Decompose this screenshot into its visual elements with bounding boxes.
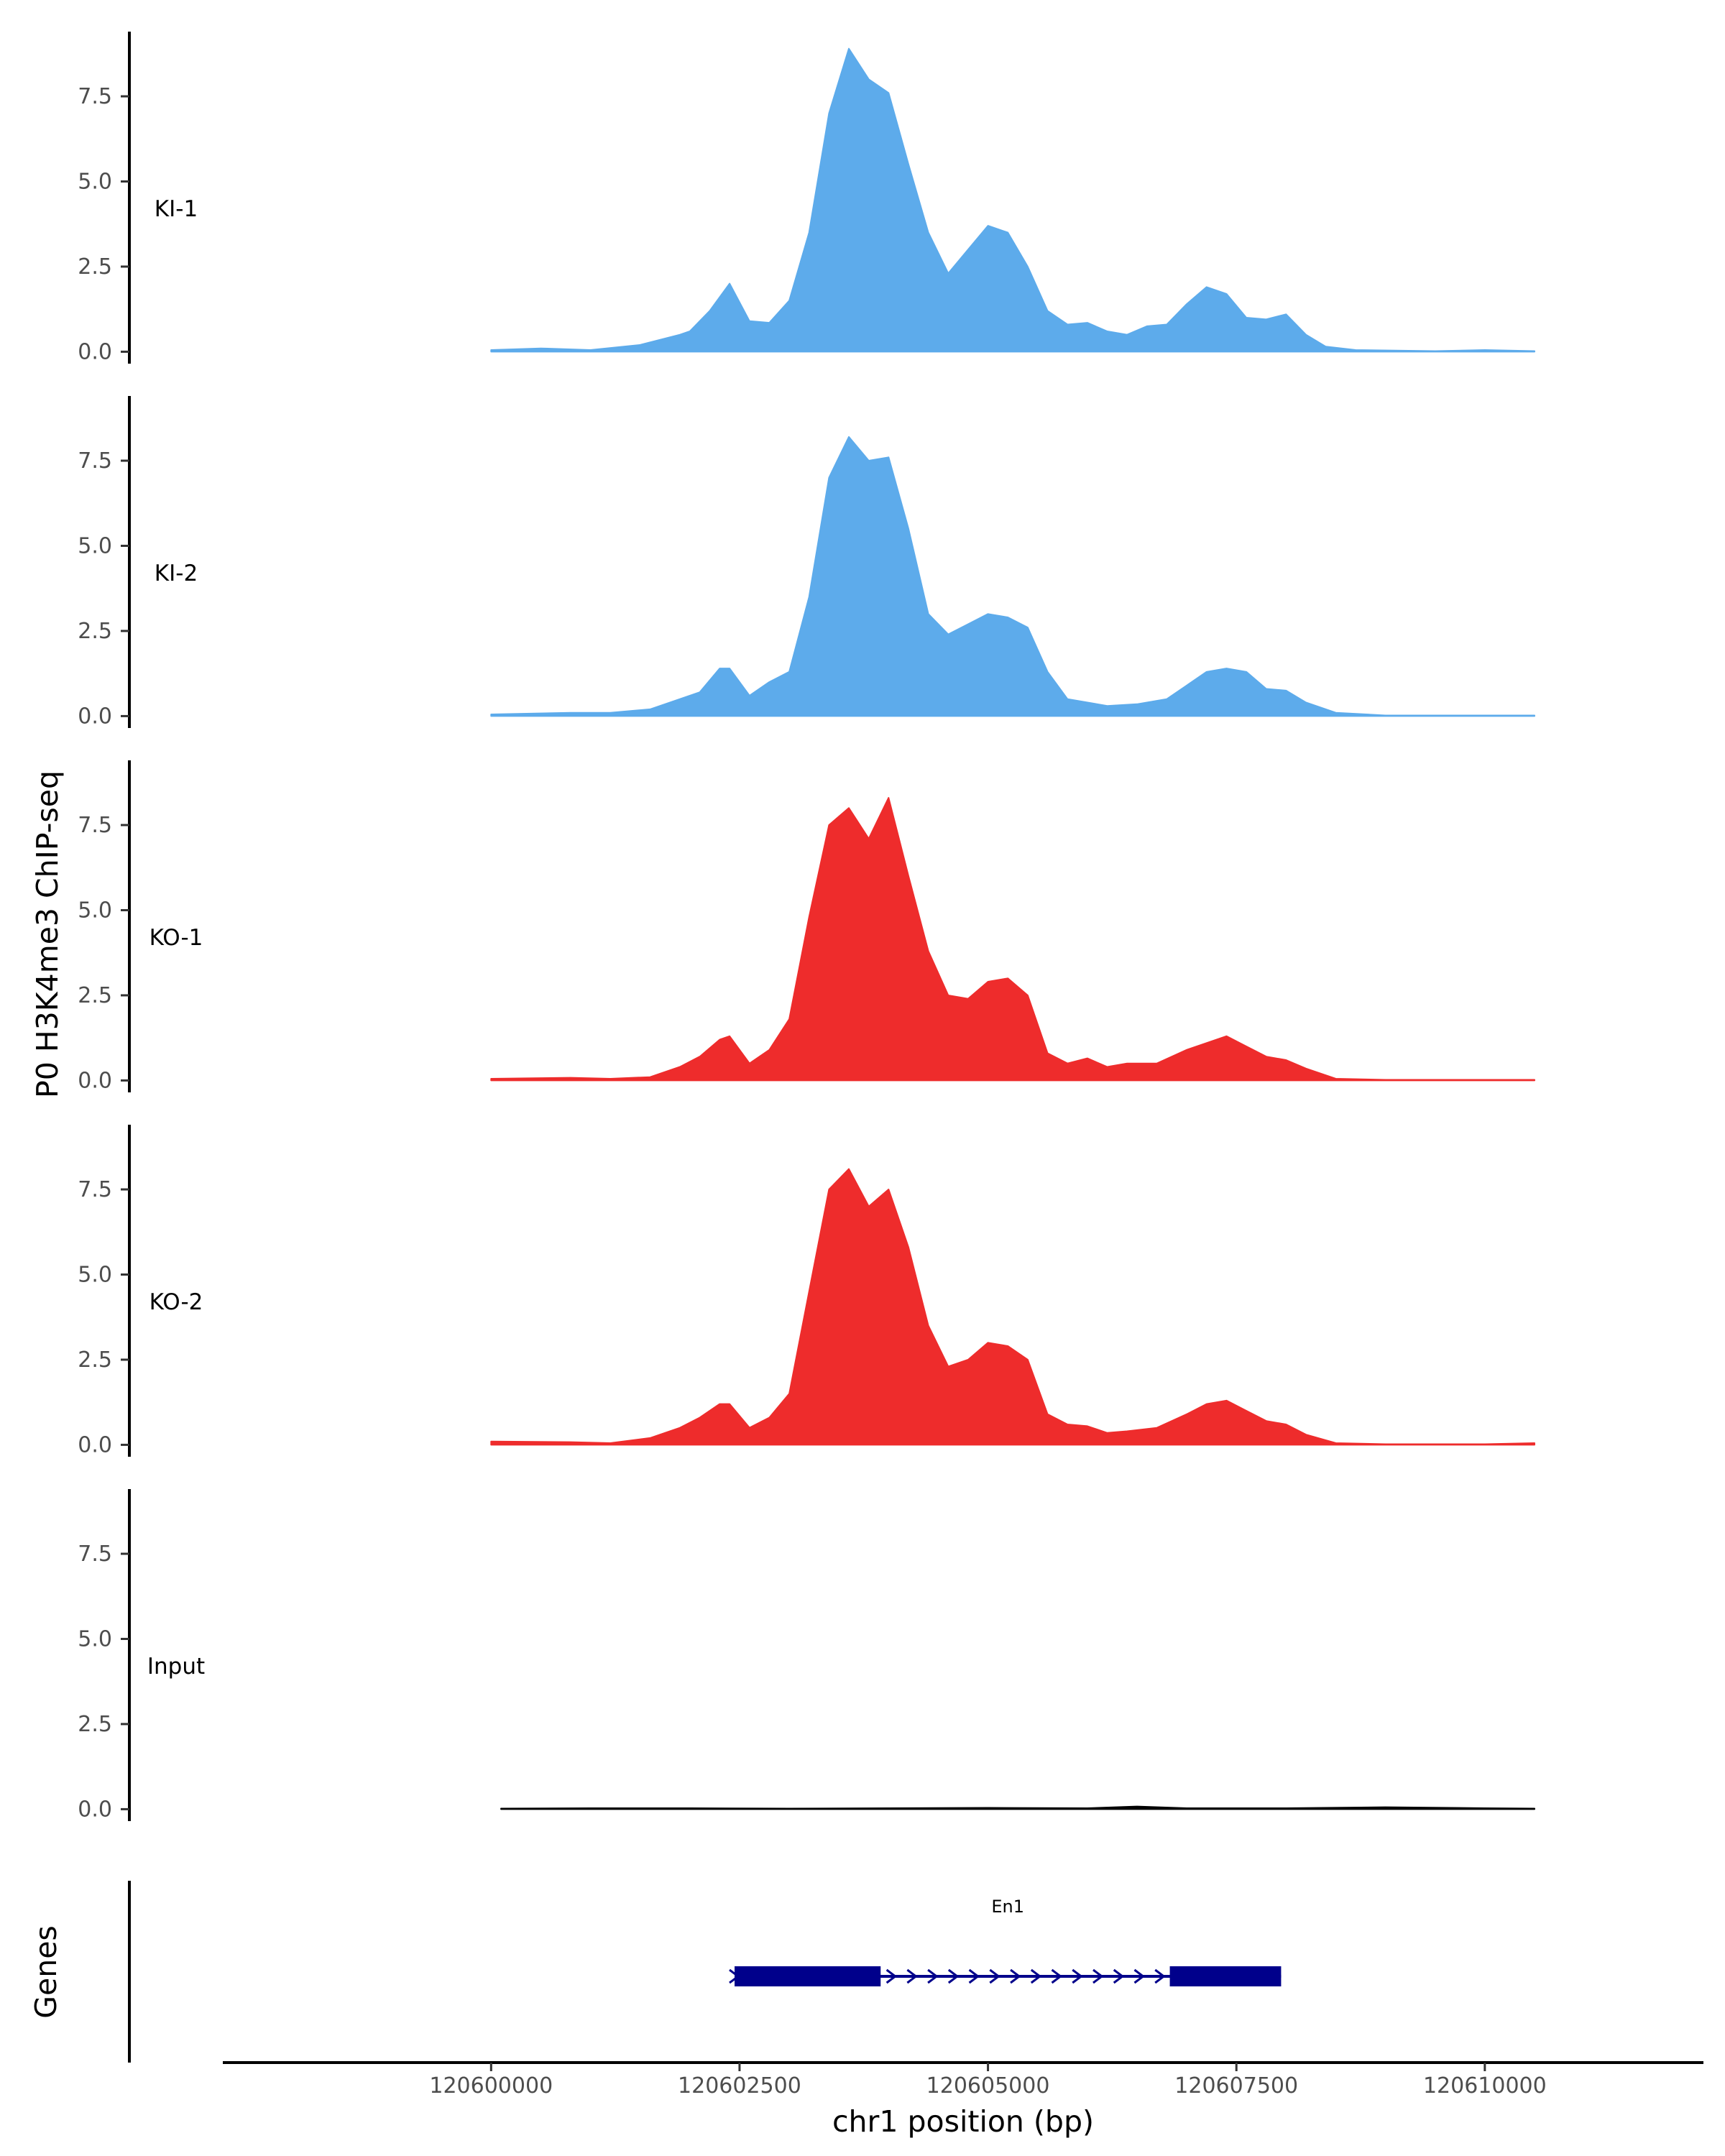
y-tick-label: 5.0: [78, 1626, 112, 1651]
genes-track-title: Genes: [29, 1925, 63, 2019]
coverage-area-ki-1: [490, 47, 1535, 353]
track-ki-1: 0.0 2.5 5.0 7.5 KI-1: [78, 32, 1535, 364]
track-input: 0.0 2.5 5.0 7.5 Input: [78, 1489, 1535, 1822]
coverage-area-input: [500, 1805, 1535, 1810]
strand-arrow: [1092, 1968, 1104, 1984]
strand-arrow: [989, 1968, 1000, 1984]
genes-track: Genes En1: [29, 1881, 1282, 2063]
track-ki-2: 0.0 2.5 5.0 7.5 KI-2: [78, 396, 1535, 729]
coverage-area-ko-1: [490, 797, 1535, 1082]
strand-arrow: [1154, 1968, 1166, 1984]
y-tick-label: 2.5: [78, 619, 112, 644]
gene-exon: [1169, 1966, 1282, 1986]
y-tick-label: 2.5: [78, 983, 112, 1008]
track-label: KI-2: [155, 561, 198, 586]
y-tick-label: 5.0: [78, 898, 112, 923]
y-tick-label: 2.5: [78, 1712, 112, 1737]
track-ko-2: 0.0 2.5 5.0 7.5 KO-2: [78, 1125, 1535, 1457]
strand-arrow: [886, 1968, 898, 1984]
strand-arrow: [1113, 1968, 1125, 1984]
strand-arrow: [1051, 1968, 1063, 1984]
y-tick-label: 5.0: [78, 1262, 112, 1287]
track-label: Input: [147, 1654, 205, 1680]
y-tick-label: 0.0: [78, 1432, 112, 1457]
x-tick-label: 120600000: [429, 2073, 553, 2099]
track-label: KO-2: [150, 1289, 203, 1315]
y-tick-label: 7.5: [78, 813, 112, 838]
strand-arrow: [947, 1968, 960, 1984]
y-tick-label: 7.5: [78, 1542, 112, 1567]
track-label: KO-1: [150, 925, 203, 951]
y-tick-label: 2.5: [78, 1348, 112, 1373]
coverage-area-ki-2: [490, 436, 1535, 717]
x-tick-label: 120610000: [1423, 2073, 1547, 2099]
x-tick-label: 120605000: [926, 2073, 1050, 2099]
y-tick-label: 5.0: [78, 533, 112, 558]
gene-en1: En1: [729, 1897, 1282, 1986]
gene-exon: [735, 1966, 881, 1986]
gene-label: En1: [991, 1897, 1024, 1917]
x-tick-label: 120607500: [1174, 2073, 1298, 2099]
y-tick-label: 5.0: [78, 169, 112, 194]
y-tick-label: 0.0: [78, 1797, 112, 1822]
x-axis: chr1 position (bp) 120600000 120602500 120…: [223, 2061, 1703, 2139]
coverage-tracks: 0.0 2.5 5.0 7.5 KI-1 0.0 2.5 5.0 7.5 KI-2 0.0 2.5 5.…: [78, 32, 1535, 1822]
track-label: KI-1: [155, 196, 198, 222]
strand-arrow: [927, 1968, 939, 1984]
strand-arrow: [906, 1968, 918, 1984]
y-tick-label: 7.5: [78, 1177, 112, 1202]
track-ko-1: 0.0 2.5 5.0 7.5 KO-1: [78, 760, 1535, 1093]
strand-arrow: [1030, 1968, 1042, 1984]
strand-arrow: [1010, 1968, 1021, 1984]
coverage-area-ko-2: [490, 1168, 1535, 1446]
strand-arrow: [1072, 1968, 1083, 1984]
x-tick-label: 120602500: [678, 2073, 801, 2099]
y-tick-label: 0.0: [78, 339, 112, 364]
y-tick-label: 7.5: [78, 448, 112, 474]
y-axis-title: P0 H3K4me3 ChIP-seq: [30, 770, 65, 1098]
x-axis-title: chr1 position (bp): [832, 2104, 1094, 2139]
y-tick-label: 0.0: [78, 704, 112, 729]
strand-arrow: [1133, 1968, 1145, 1984]
y-tick-label: 2.5: [78, 254, 112, 280]
strand-arrow: [968, 1968, 980, 1984]
y-tick-label: 0.0: [78, 1068, 112, 1093]
y-tick-label: 7.5: [78, 84, 112, 109]
